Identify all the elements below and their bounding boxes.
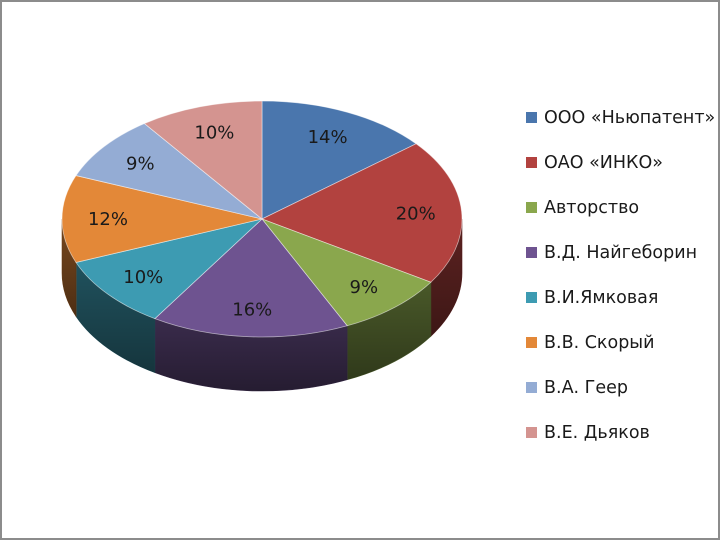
pie-label-4: 10% — [123, 267, 163, 288]
pie-slice-4 — [75, 218, 264, 320]
pie-sides — [61, 218, 463, 392]
pie-label-1: 20% — [396, 203, 436, 224]
pie-label-2: 9% — [350, 277, 379, 298]
legend-label: В.И.Ямковая — [544, 287, 659, 308]
legend-label: В.А. Геер — [544, 377, 628, 398]
pie-side-shade-3 — [154, 318, 348, 392]
pie-slice-7 — [143, 100, 263, 220]
legend-label: Авторство — [544, 197, 640, 218]
legend-label: ОАО «ИНКО» — [544, 152, 663, 173]
legend-item-oao-inko: ОАО «ИНКО» — [526, 140, 716, 185]
pie-label-6: 9% — [126, 153, 155, 174]
pie-slice-3 — [154, 218, 348, 338]
legend-swatch — [526, 202, 537, 213]
legend-item-dyakov: В.Е. Дьяков — [526, 410, 716, 455]
legend-label: В.Д. Найгеборин — [544, 242, 698, 263]
legend-item-yamkovaya: В.И.Ямковая — [526, 275, 716, 320]
legend-label: ООО «Ньюпатент» — [544, 107, 716, 128]
pie-side-shade-1 — [430, 219, 462, 337]
pie-tops — [61, 100, 463, 338]
legend-item-geer: В.А. Геер — [526, 365, 716, 410]
pie-side-shade-5 — [62, 219, 77, 317]
legend-swatch — [526, 427, 537, 438]
legend-swatch — [526, 382, 537, 393]
pie-label-3: 16% — [232, 300, 272, 321]
legend-swatch — [526, 157, 537, 168]
pie-label-5: 12% — [88, 209, 128, 230]
pie-slice-0 — [261, 100, 417, 220]
legend-item-ooo-newpatent: ООО «Ньюпатент» — [526, 95, 716, 140]
legend-swatch — [526, 247, 537, 258]
legend-item-avtorstvo: Авторство — [526, 185, 716, 230]
pie-slice-5 — [61, 175, 263, 263]
pie-side-shade-4 — [76, 262, 155, 373]
legend-swatch — [526, 292, 537, 303]
legend-label: В.Е. Дьяков — [544, 422, 650, 443]
pie-label-0: 14% — [308, 127, 348, 148]
pie-slice-6 — [75, 123, 263, 220]
pie-side-shade-2 — [347, 282, 431, 380]
pie-slice-2 — [260, 218, 432, 327]
legend: ООО «Ньюпатент» ОАО «ИНКО» Авторство В.Д… — [526, 95, 716, 455]
legend-item-naygeborin: В.Д. Найгеборин — [526, 230, 716, 275]
pie-slice-1 — [260, 143, 463, 283]
legend-label: В.В. Скорый — [544, 332, 655, 353]
pie-labels: 14% 20% 9% 16% 10% 12% 9% 10% — [88, 123, 436, 321]
legend-swatch — [526, 337, 537, 348]
legend-item-skoryy: В.В. Скорый — [526, 320, 716, 365]
legend-swatch — [526, 112, 537, 123]
pie-label-7: 10% — [194, 123, 234, 144]
